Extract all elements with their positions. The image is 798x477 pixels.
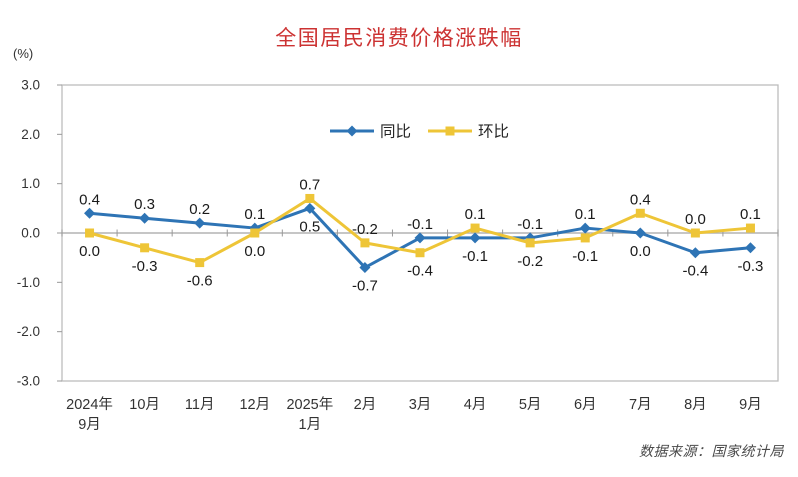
x-axis-category-label: 3月 <box>409 397 432 413</box>
mom-data-label: 0.0 <box>79 243 100 260</box>
mom-data-label: -0.4 <box>407 263 433 280</box>
mom-data-label: -0.2 <box>352 221 378 238</box>
yoy-data-label: -0.7 <box>352 278 378 295</box>
chart-title: 全国居民消费价格涨跌幅 <box>275 27 523 50</box>
legend-item-yoy: 同比 <box>330 123 411 141</box>
x-axis-category-label: 11月 <box>185 397 215 413</box>
yoy-diamond-marker <box>689 247 701 259</box>
x-axis-category-label: 7月 <box>629 397 652 413</box>
mom-data-label: 0.0 <box>244 243 265 260</box>
mom-data-label: -0.3 <box>132 258 158 275</box>
yoy-data-label: 0.2 <box>189 201 210 218</box>
mom-square-marker <box>635 208 645 218</box>
y-axis-tick-label: -3.0 <box>17 374 40 389</box>
x-axis-category-label: 2025年 <box>286 396 333 413</box>
yoy-diamond-marker <box>469 232 481 244</box>
y-axis-tick-label: 3.0 <box>21 78 40 93</box>
mom-square-marker <box>470 223 480 233</box>
y-axis-tick-label: 1.0 <box>21 176 40 191</box>
yoy-data-label: 0.1 <box>575 206 596 223</box>
mom-square-marker <box>140 243 150 253</box>
mom-square-marker <box>690 228 700 238</box>
legend-square-marker <box>445 126 455 136</box>
yoy-diamond-marker <box>304 202 316 214</box>
x-axis-category-label: 6月 <box>574 397 597 413</box>
yoy-diamond-marker <box>194 217 206 229</box>
mom-square-marker <box>745 223 755 233</box>
x-axis-category-label: 1月 <box>299 417 322 433</box>
mom-square-marker <box>360 238 370 248</box>
yoy-data-label: -0.3 <box>738 258 764 275</box>
yoy-data-label: -0.1 <box>407 216 433 233</box>
x-axis-category-label: 9月 <box>739 397 762 413</box>
mom-data-label: 0.1 <box>465 206 486 223</box>
x-axis-category-label: 5月 <box>519 397 542 413</box>
mom-data-label: 0.7 <box>299 176 320 193</box>
yoy-diamond-marker <box>744 242 756 254</box>
mom-square-marker <box>85 228 95 238</box>
mom-data-label: 0.1 <box>740 206 761 223</box>
x-axis-category-label: 10月 <box>129 397 160 413</box>
yoy-diamond-marker <box>359 262 371 274</box>
yoy-data-label: 0.5 <box>299 218 320 235</box>
yoy-diamond-marker <box>84 207 96 219</box>
yoy-diamond-marker <box>139 212 151 224</box>
yoy-data-label: -0.4 <box>682 263 708 280</box>
y-axis-tick-label: -1.0 <box>17 275 40 290</box>
mom-data-label: -0.1 <box>572 248 598 265</box>
yoy-data-label: -0.1 <box>517 216 543 233</box>
mom-square-marker <box>580 233 590 243</box>
mom-square-marker <box>250 228 260 238</box>
yoy-data-label: -0.1 <box>462 248 488 265</box>
mom-data-label: -0.2 <box>517 253 543 270</box>
mom-square-marker <box>525 238 535 248</box>
yoy-data-label: 0.0 <box>630 243 651 260</box>
mom-square-marker <box>305 193 315 203</box>
mom-data-label: -0.6 <box>187 273 213 290</box>
x-axis-category-label: 2024年 <box>66 396 113 413</box>
x-axis-category-label: 9月 <box>78 417 101 433</box>
x-axis-category-label: 12月 <box>239 397 270 413</box>
y-axis-tick-label: 2.0 <box>21 127 40 142</box>
yoy-diamond-marker <box>579 222 591 234</box>
yoy-data-label: 0.1 <box>244 206 265 223</box>
data-source-note: 数据来源：国家统计局 <box>639 443 784 459</box>
mom-data-label: 0.4 <box>630 191 651 208</box>
yoy-data-label: 0.3 <box>134 196 155 213</box>
x-axis-category-label: 8月 <box>684 397 707 413</box>
yoy-diamond-marker <box>634 227 646 239</box>
yoy-diamond-marker <box>414 232 426 244</box>
x-axis-category-label: 2月 <box>354 397 377 413</box>
yoy-data-label: 0.4 <box>79 191 100 208</box>
x-axis-category-label: 4月 <box>464 397 487 413</box>
y-axis-tick-label: -2.0 <box>17 324 40 339</box>
y-axis-unit-label: (%) <box>13 46 34 61</box>
y-axis-tick-label: 0.0 <box>21 226 40 241</box>
mom-square-marker <box>195 258 205 268</box>
legend-diamond-marker <box>346 125 358 137</box>
legend-label: 环比 <box>478 123 509 141</box>
mom-data-label: 0.0 <box>685 211 706 228</box>
legend-item-mom: 环比 <box>428 123 509 141</box>
legend-label: 同比 <box>380 123 411 141</box>
mom-square-marker <box>415 248 425 258</box>
